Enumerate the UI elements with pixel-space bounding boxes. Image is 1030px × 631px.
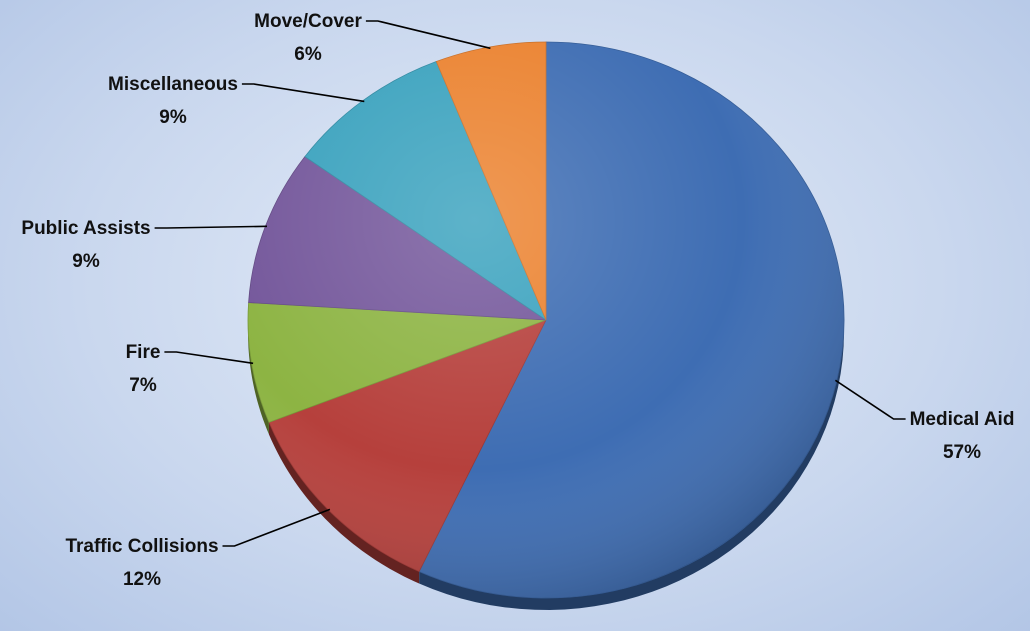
leader-line-traffic-collisions	[222, 508, 331, 547]
slice-label-move-cover: Move/Cover	[254, 11, 362, 32]
slice-label-miscellaneous: Miscellaneous	[108, 74, 238, 95]
pie-shading	[248, 42, 844, 598]
slice-percent-public-assists: 9%	[72, 251, 100, 272]
slice-side-traffic-collisions	[268, 422, 420, 584]
leader-line-fire	[164, 351, 254, 365]
leader-line-move-cover	[365, 20, 491, 50]
slice-percent-traffic-collisions: 12%	[123, 569, 161, 590]
slice-side-medical-aid	[419, 320, 844, 610]
slice-label-fire: Fire	[126, 342, 161, 363]
pie-shading-overlay	[248, 42, 844, 598]
leader-line-public-assists	[154, 225, 268, 229]
slice-label-traffic-collisions: Traffic Collisions	[65, 536, 218, 557]
slice-percent-fire: 7%	[129, 375, 157, 396]
leader-line-medical-aid	[834, 379, 906, 420]
slice-percent-move-cover: 6%	[294, 44, 322, 65]
pie-depth	[248, 320, 844, 610]
slice-side-fire	[248, 320, 269, 435]
pie-labels: Medical Aid 57% Traffic Collisions 12% Fire 7…	[21, 11, 1014, 590]
leader-line-miscellaneous	[241, 83, 365, 103]
slice-percent-miscellaneous: 9%	[159, 107, 187, 128]
slice-label-public-assists: Public Assists	[21, 218, 150, 239]
slice-label-medical-aid: Medical Aid	[910, 409, 1015, 430]
slice-percent-medical-aid: 57%	[943, 442, 981, 463]
